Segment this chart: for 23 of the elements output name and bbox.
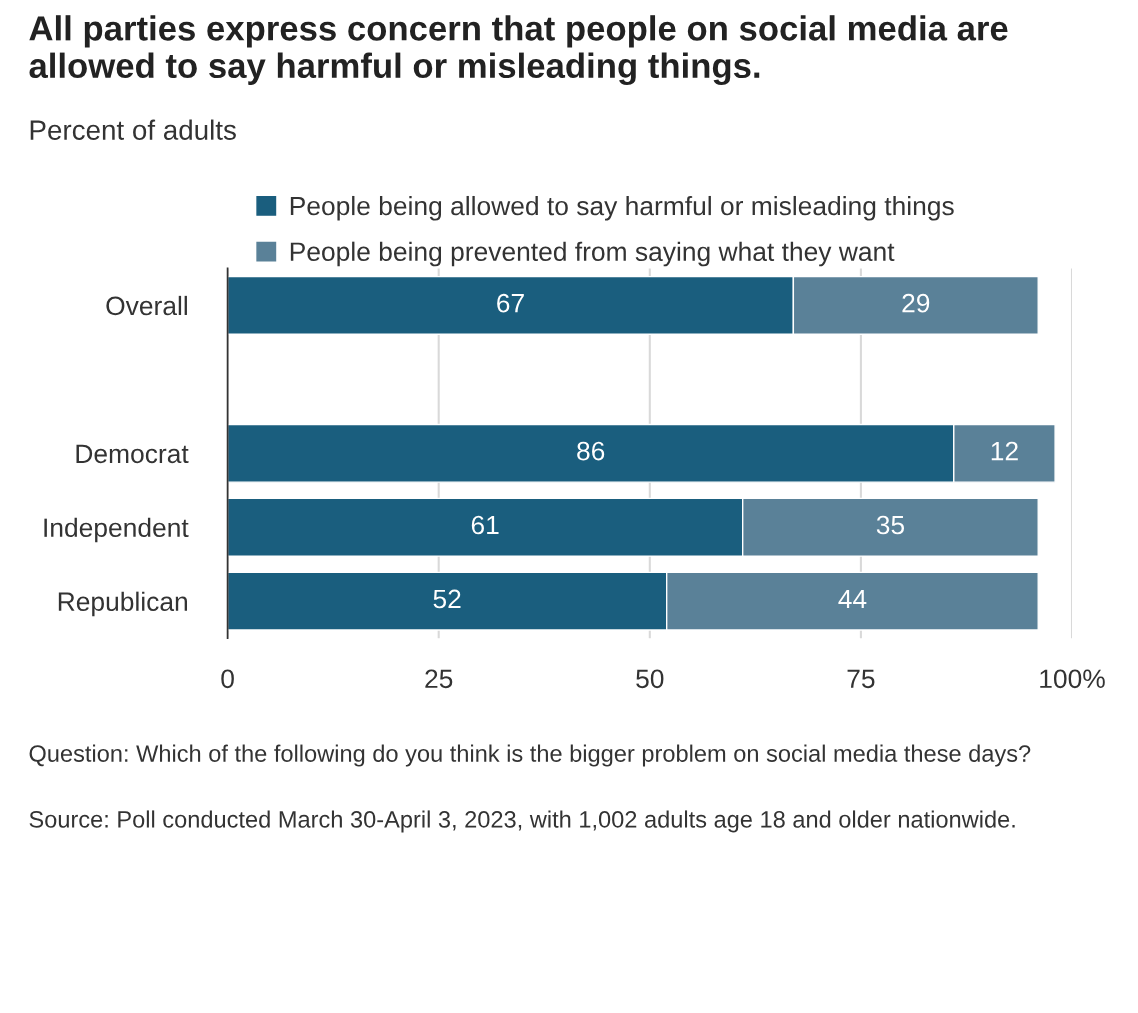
legend-label: People being prevented from saying what they want — [290, 241, 895, 267]
data-label: 86 — [577, 441, 605, 461]
data-label: 52 — [433, 589, 461, 609]
x-tick-label: 50 — [636, 669, 664, 689]
data-label: 67 — [497, 293, 524, 313]
x-tick-label: 100% — [1040, 669, 1105, 689]
y-tick-label: Republican — [58, 591, 188, 617]
source-note: Source: Poll conducted March 30-April 3, 2023, with 1,002 adults age 18 and older nationwide. — [29, 810, 1015, 833]
data-label: 44 — [838, 589, 867, 609]
y-tick-label: Independent — [44, 517, 189, 543]
x-tick-label: 0 — [221, 669, 234, 689]
data-label: 61 — [471, 515, 499, 535]
x-tick-label: 25 — [425, 669, 453, 689]
text: Question: Which of the following do you think is the bigger problem on social media these days? — [29, 744, 1031, 767]
y-tick-label: Democrat — [76, 444, 189, 464]
y-tick-label: Overall — [106, 295, 187, 316]
x-tick-label: 75 — [847, 669, 875, 689]
legend-label: People being allowed to say harmful or misleading things — [290, 195, 954, 221]
chart-subtitle: Percent of adults — [30, 119, 236, 140]
data-label: 12 — [991, 441, 1018, 461]
data-label: 35 — [876, 515, 905, 535]
data-label: 29 — [902, 293, 930, 313]
chart-title: All parties express concern that people on social media are allowed to say harmful or misleading things. — [29, 15, 1008, 86]
